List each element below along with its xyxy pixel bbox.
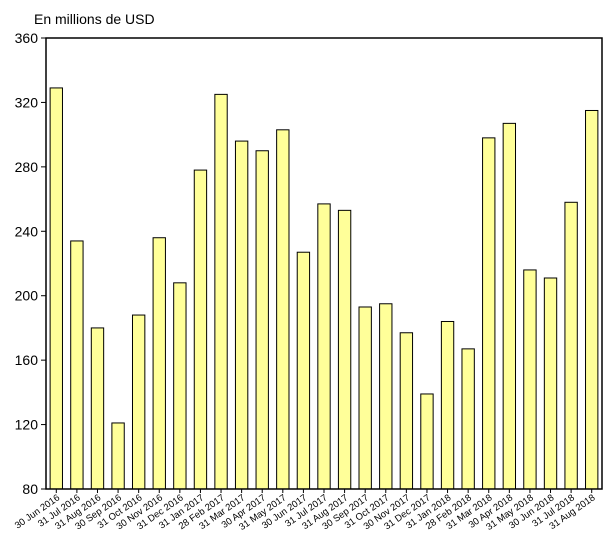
bar xyxy=(399,332,414,490)
bar xyxy=(379,303,393,490)
bar xyxy=(296,251,311,490)
y-tick-label: 240 xyxy=(15,223,39,239)
bar xyxy=(152,237,166,490)
bar xyxy=(49,87,63,490)
bar xyxy=(358,306,372,490)
bar xyxy=(214,93,228,490)
bar xyxy=(564,201,578,490)
y-tick-label: 200 xyxy=(15,288,39,304)
bar xyxy=(234,140,249,490)
y-tick-label: 160 xyxy=(15,352,39,368)
bar xyxy=(585,109,599,490)
y-axis-ticks: 80 120 160 200 240 280 320 360 xyxy=(15,30,46,497)
bar xyxy=(193,169,208,490)
bar xyxy=(173,282,187,490)
y-tick-label: 360 xyxy=(15,30,39,46)
bar xyxy=(131,314,146,490)
y-tick-label: 120 xyxy=(15,417,39,433)
bar xyxy=(276,129,290,490)
bar xyxy=(337,209,352,490)
plot-frame xyxy=(45,37,603,490)
bar xyxy=(317,203,331,490)
bars-layer xyxy=(49,87,599,490)
y-tick-label: 280 xyxy=(15,159,39,175)
y-axis-label: En millions de USD xyxy=(34,11,155,27)
bar xyxy=(111,422,125,490)
bar xyxy=(482,137,496,490)
bar xyxy=(420,393,434,490)
y-tick-label: 320 xyxy=(15,94,39,110)
bar xyxy=(523,269,537,490)
bar xyxy=(90,327,105,490)
bar xyxy=(543,277,558,490)
bar xyxy=(440,320,455,490)
bar xyxy=(70,240,84,490)
bar xyxy=(461,348,475,490)
bar xyxy=(255,150,269,490)
y-tick-label: 80 xyxy=(22,481,38,497)
bar xyxy=(502,122,517,490)
